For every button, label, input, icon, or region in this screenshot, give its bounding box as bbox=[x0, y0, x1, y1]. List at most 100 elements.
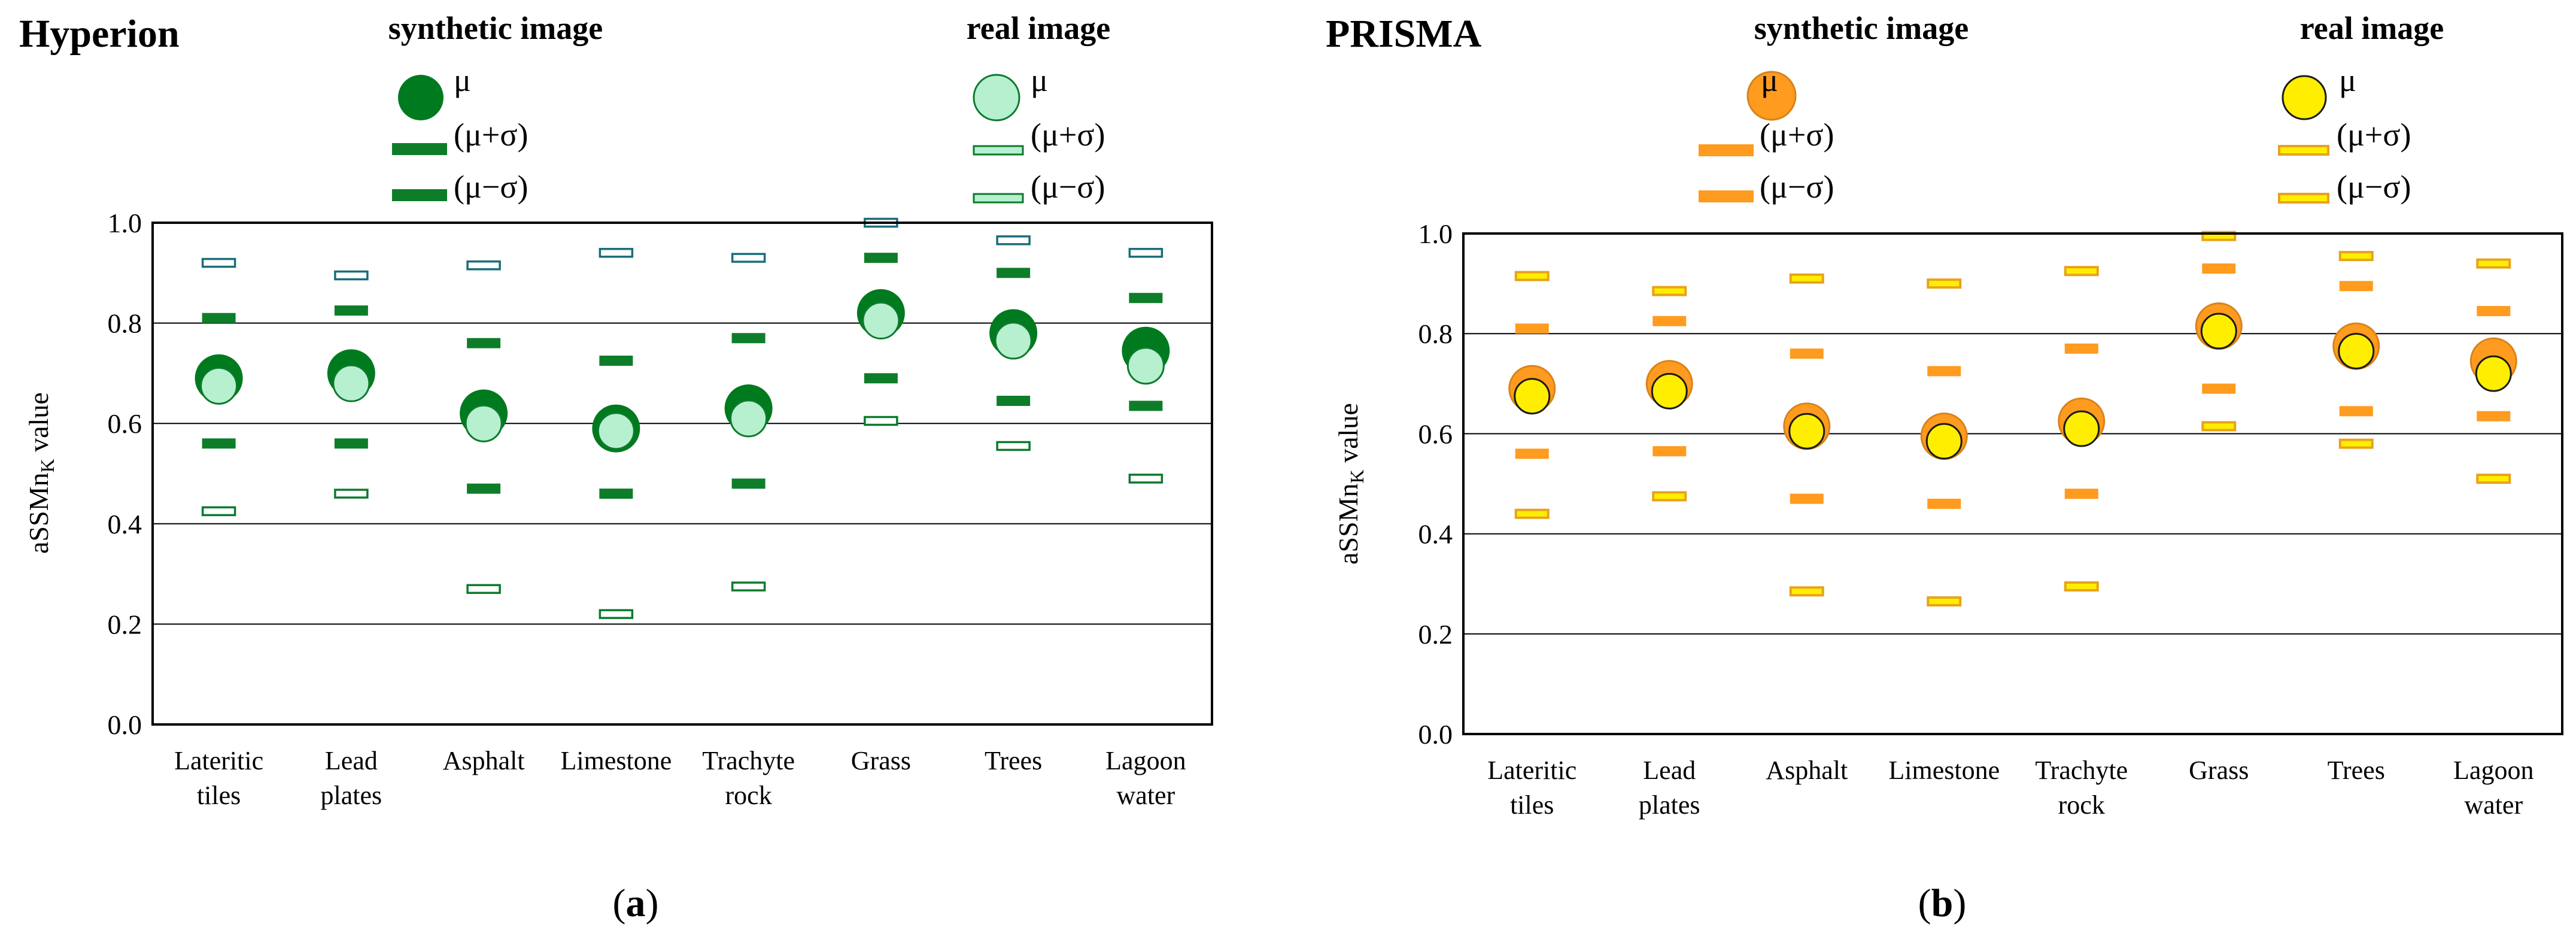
y-tick-label: 1.0 bbox=[108, 208, 142, 238]
y-tick-label: 0.2 bbox=[1418, 619, 1453, 650]
legend-synthetic-header: synthetic image bbox=[1754, 10, 1969, 46]
real-mu-point bbox=[464, 404, 503, 442]
x-category-label: Trachyte rock bbox=[2035, 756, 2128, 820]
real-minus-sigma-mark bbox=[864, 416, 898, 426]
data-marks bbox=[1508, 231, 2517, 607]
real-plus-sigma-mark bbox=[1128, 248, 1164, 258]
x-category-label: Asphalt bbox=[1766, 756, 1848, 785]
x-category-label: Asphalt bbox=[443, 746, 525, 775]
legend-real-minus-marker bbox=[2278, 193, 2329, 204]
synthetic-minus-sigma-mark bbox=[2477, 411, 2511, 422]
real-mu-point bbox=[862, 301, 900, 339]
synthetic-plus-sigma-mark bbox=[1652, 316, 1687, 326]
x-category-label: Limestone bbox=[561, 746, 672, 775]
synthetic-minus-sigma-mark bbox=[599, 489, 633, 499]
legend-synthetic-plus-marker bbox=[392, 143, 447, 155]
x-category-label: Lagoon water bbox=[2453, 756, 2534, 820]
legend-real-minus-marker bbox=[973, 193, 1024, 204]
synthetic-plus-sigma-mark bbox=[1129, 293, 1163, 304]
y-axis-label: aSSMnK value bbox=[23, 392, 58, 554]
synthetic-plus-sigma-mark bbox=[997, 268, 1031, 278]
legend-synthetic-header: synthetic image bbox=[388, 10, 603, 46]
y-tick-label: 0.0 bbox=[108, 709, 142, 740]
synthetic-minus-sigma-mark bbox=[1515, 448, 1549, 459]
real-minus-sigma-mark bbox=[334, 489, 369, 499]
synthetic-minus-sigma-mark bbox=[467, 483, 501, 494]
legend-real-header: real image bbox=[2300, 10, 2444, 46]
legend-real-header: real image bbox=[967, 10, 1110, 46]
real-plus-sigma-mark bbox=[1927, 278, 1962, 289]
y-tick-label: 0.4 bbox=[1418, 519, 1453, 550]
caption-a: (a) bbox=[613, 881, 659, 925]
legend-synthetic-mu-marker bbox=[398, 75, 443, 120]
legend-hyperion: synthetic image real image μ (μ+σ) (μ−σ)… bbox=[388, 10, 1110, 205]
real-mu-point bbox=[994, 322, 1032, 360]
synthetic-minus-sigma-mark bbox=[864, 373, 898, 384]
real-mu-point bbox=[200, 366, 238, 405]
synthetic-minus-sigma-mark bbox=[2064, 489, 2098, 499]
plot-frame bbox=[151, 222, 1213, 726]
real-minus-sigma-mark bbox=[599, 609, 634, 619]
y-tick-labels: 0.0 0.2 0.4 0.6 0.8 1.0 bbox=[1418, 219, 1453, 750]
real-minus-sigma-mark bbox=[996, 441, 1031, 451]
caption-b: (b) bbox=[1918, 881, 1967, 925]
legend-real-mu-label: μ bbox=[2339, 62, 2356, 98]
synthetic-minus-sigma-mark bbox=[997, 395, 1031, 406]
real-plus-sigma-mark bbox=[2064, 266, 2099, 277]
data-marks bbox=[195, 217, 1170, 619]
synthetic-minus-sigma-mark bbox=[1790, 493, 1824, 504]
real-plus-sigma-mark bbox=[599, 248, 634, 258]
x-category-label: Trachyte rock bbox=[702, 746, 795, 810]
synthetic-minus-sigma-mark bbox=[2202, 383, 2236, 394]
synthetic-plus-sigma-mark bbox=[1515, 323, 1549, 334]
x-category-label: Trees bbox=[2328, 756, 2385, 785]
synthetic-plus-sigma-mark bbox=[1790, 348, 1824, 359]
x-category-label: Grass bbox=[2189, 756, 2249, 785]
x-category-labels: Lateritic tiles Lead plates Asphalt Limestone… bbox=[174, 746, 1186, 810]
real-minus-sigma-mark bbox=[2064, 581, 2099, 592]
synthetic-minus-sigma-mark bbox=[202, 438, 236, 449]
legend-synthetic-plus-label: (μ+σ) bbox=[1760, 117, 1834, 153]
synthetic-plus-sigma-mark bbox=[334, 305, 368, 316]
y-tick-label: 0.6 bbox=[1418, 419, 1453, 449]
real-mu-point bbox=[1514, 378, 1551, 415]
x-category-label: Trees bbox=[985, 746, 1042, 775]
real-plus-sigma-mark bbox=[2476, 258, 2511, 269]
real-mu-point bbox=[2063, 410, 2100, 447]
legend-real-minus-label: (μ−σ) bbox=[1031, 169, 1105, 205]
legend-synthetic-plus-marker bbox=[1699, 144, 1754, 156]
real-mu-point bbox=[1788, 413, 1825, 450]
legend-synthetic-minus-label: (μ−σ) bbox=[1760, 169, 1834, 205]
y-tick-label: 1.0 bbox=[1418, 219, 1453, 249]
x-category-label: Lateritic tiles bbox=[174, 746, 263, 810]
real-minus-sigma-mark bbox=[1128, 474, 1164, 484]
synthetic-minus-sigma-mark bbox=[1129, 401, 1163, 411]
y-tick-label: 0.8 bbox=[1418, 319, 1453, 349]
y-tick-label: 0.6 bbox=[108, 408, 142, 439]
y-tick-label: 0.2 bbox=[108, 609, 142, 639]
real-mu-point bbox=[2200, 313, 2237, 350]
synthetic-plus-sigma-mark bbox=[864, 253, 898, 263]
real-plus-sigma-mark bbox=[731, 253, 766, 263]
panel-prisma: PRISMA synthetic image real image μ (μ+σ… bbox=[1326, 10, 2563, 925]
y-tick-labels: 0.0 0.2 0.4 0.6 0.8 1.0 bbox=[108, 208, 142, 740]
legend-synthetic-minus-marker bbox=[392, 189, 447, 201]
legend-real-plus-marker bbox=[2278, 145, 2329, 156]
x-category-label: Limestone bbox=[1888, 756, 2000, 785]
real-plus-sigma-mark bbox=[334, 270, 369, 281]
real-mu-point bbox=[1925, 423, 1963, 460]
legend-real-plus-marker bbox=[973, 145, 1024, 156]
real-minus-sigma-mark bbox=[731, 581, 766, 592]
legend-synthetic-plus-label: (μ+σ) bbox=[454, 117, 528, 153]
real-plus-sigma-mark bbox=[201, 257, 236, 268]
real-mu-point bbox=[1651, 372, 1688, 410]
legend-synthetic-minus-label: (μ−σ) bbox=[454, 169, 528, 205]
x-category-label: Lateritic tiles bbox=[1487, 756, 1576, 820]
real-mu-point bbox=[2475, 355, 2512, 392]
real-minus-sigma-mark bbox=[201, 506, 236, 517]
x-category-label: Lead plates bbox=[1639, 756, 1700, 820]
y-tick-label: 0.4 bbox=[108, 509, 142, 539]
real-plus-sigma-mark bbox=[1514, 271, 1550, 281]
real-mu-point bbox=[2338, 332, 2375, 369]
